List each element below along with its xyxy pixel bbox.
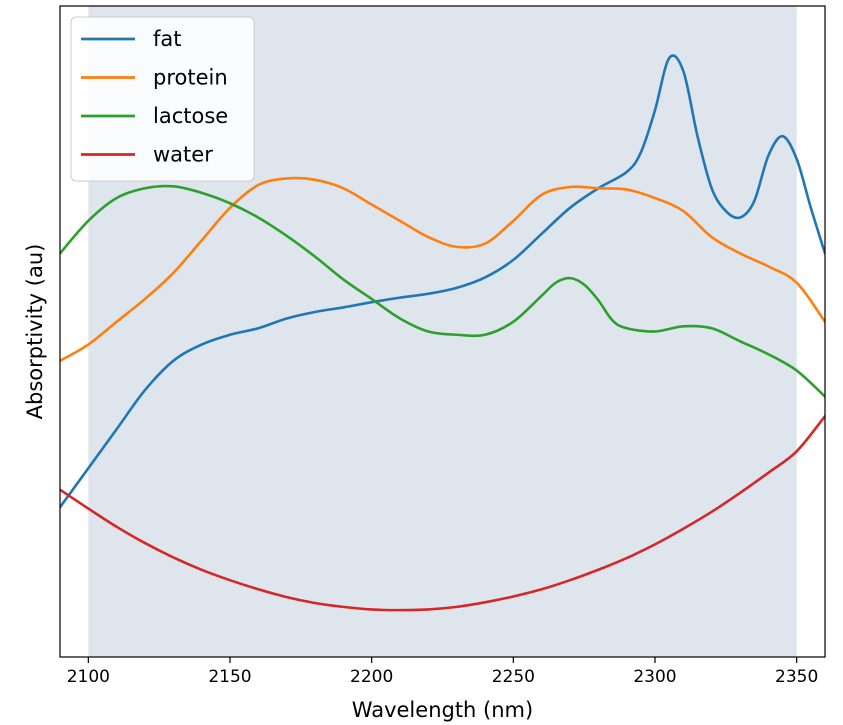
- x-tick-label: 2150: [208, 667, 251, 687]
- x-ticks: 2100 2150 2200 2250 2300 2350: [67, 657, 818, 687]
- series-line-lactose: [60, 184, 825, 398]
- y-axis-title: Absorptivity (au): [23, 244, 47, 420]
- x-tick-label: 2300: [633, 667, 676, 687]
- x-axis-title: Wavelength (nm): [352, 698, 533, 722]
- series-layer: [60, 54, 825, 612]
- axes-frame: [59, 5, 826, 658]
- series-line-protein: [60, 176, 825, 363]
- x-tick-label: 2200: [350, 667, 393, 687]
- legend-label-fat: fat: [153, 27, 182, 51]
- legend-box: [70, 16, 255, 182]
- x-tick-label: 2250: [492, 667, 535, 687]
- legend-label-water: water: [153, 143, 213, 167]
- series-line-water: [60, 414, 825, 612]
- legend-label-protein: protein: [153, 66, 228, 90]
- x-tick-label: 2100: [67, 667, 110, 687]
- x-tick-label: 2350: [775, 667, 818, 687]
- series-line-fat: [60, 54, 825, 509]
- legend-label-lactose: lactose: [153, 104, 228, 128]
- legend: fat protein lactose water: [70, 16, 255, 182]
